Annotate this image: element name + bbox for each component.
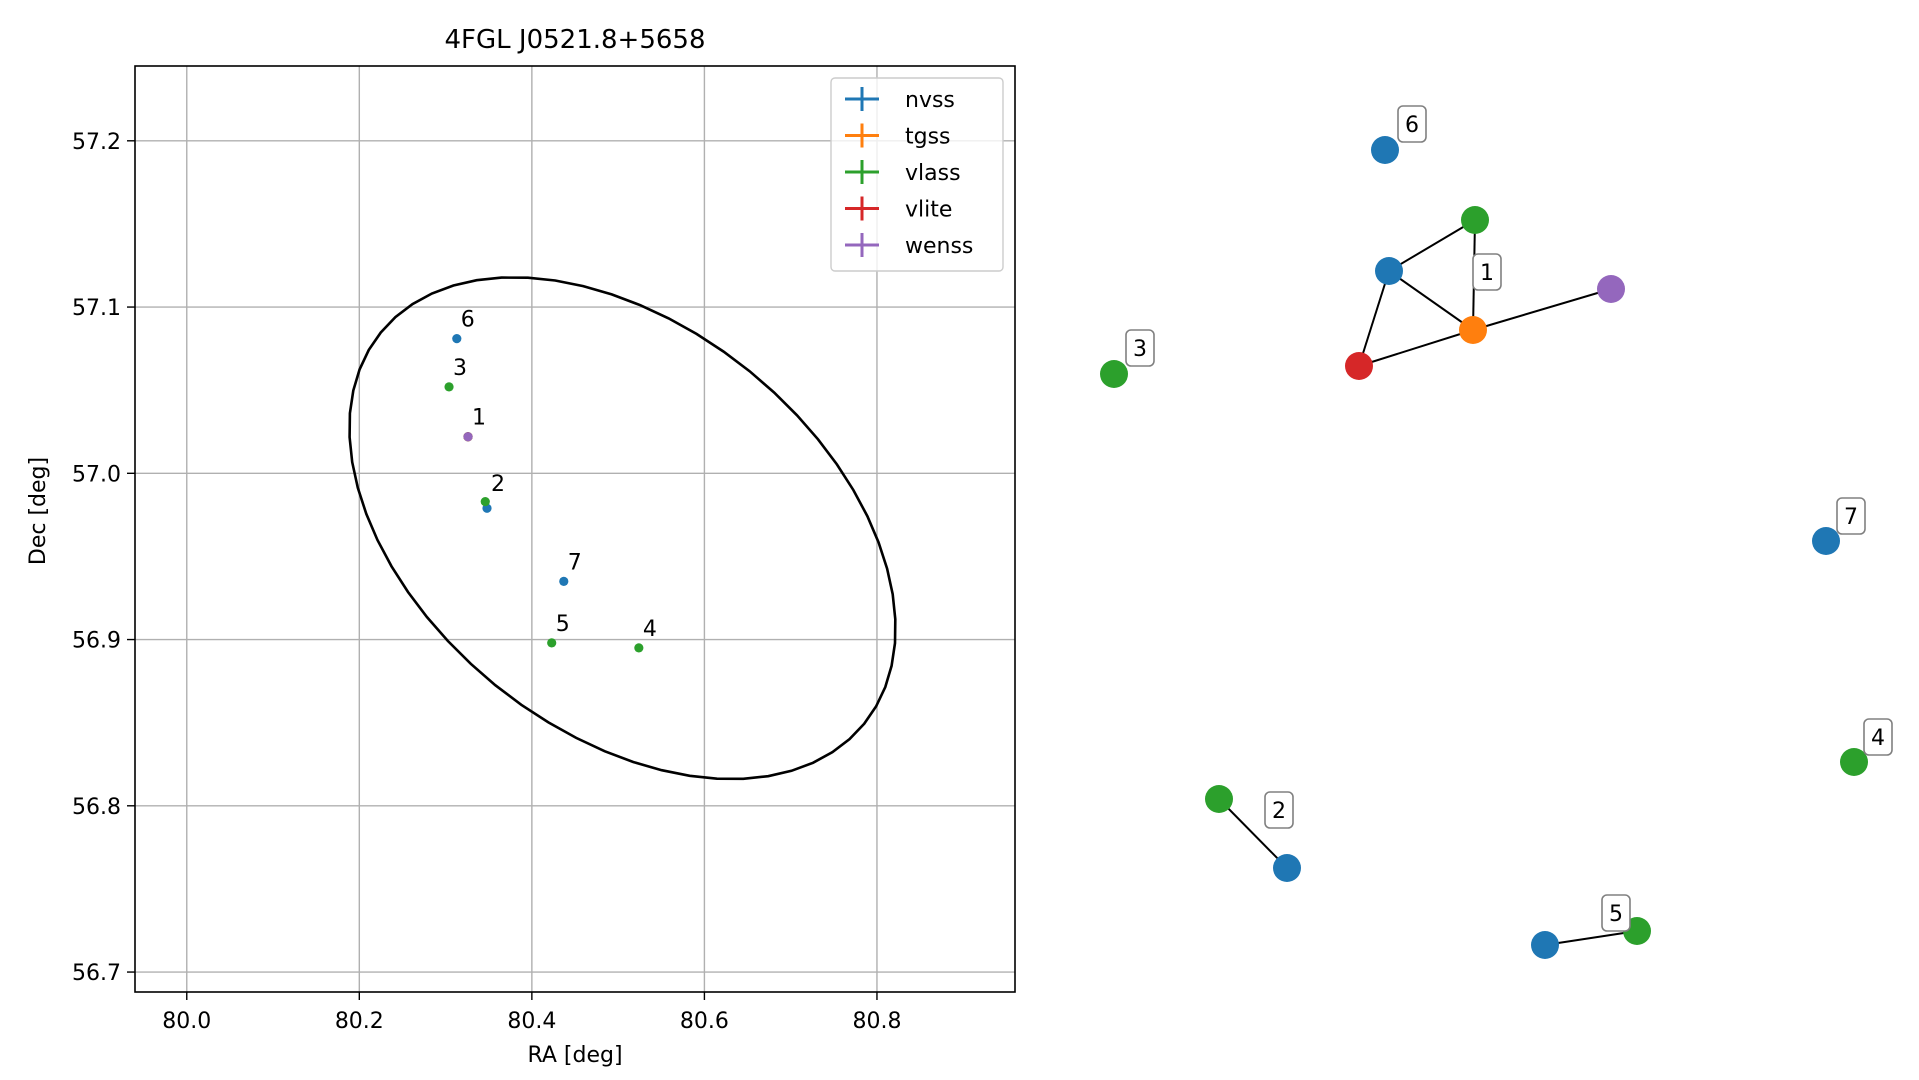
error-ellipse	[348, 276, 897, 781]
network-edge	[1544, 930, 1638, 946]
network-label-box: 6	[1397, 105, 1427, 143]
network-node	[1840, 748, 1868, 776]
scatter-panel: 4FGL J0521.8+5658 80.0 80.2 80.4 80.6 80.8 5…	[26, 25, 1016, 1068]
data-points	[444, 334, 644, 653]
network-label: 7	[1844, 505, 1858, 530]
point-vlass	[444, 382, 454, 392]
legend-label: nvss	[905, 88, 955, 113]
annotation-label: 2	[491, 472, 505, 497]
x-tick-label: 80.4	[507, 1009, 556, 1034]
y-tick-label: 56.9	[72, 629, 121, 654]
x-tick-label: 80.8	[852, 1009, 901, 1034]
axes-frame	[134, 65, 1016, 993]
network-edge	[1218, 798, 1288, 869]
annotation-label: 3	[453, 356, 467, 381]
network-label-box: 1	[1472, 253, 1502, 291]
y-tick-label: 57.2	[72, 130, 121, 155]
network-node	[1375, 257, 1403, 285]
point-vlass	[634, 643, 644, 653]
annotation-label: 1	[472, 406, 486, 431]
legend-label: vlite	[905, 198, 952, 223]
network-label-box: 5	[1601, 894, 1631, 932]
network-label-box: 2	[1264, 791, 1294, 829]
grid	[135, 66, 1015, 992]
legend-item-tgss: tgss	[845, 123, 951, 150]
network-label: 3	[1133, 337, 1147, 362]
legend-box	[830, 77, 1004, 272]
legend: nvss tgss vlass vlite wenss	[830, 77, 1004, 272]
legend-label: vlass	[905, 161, 961, 186]
network-edge	[1358, 329, 1474, 367]
label-box-frame	[1397, 105, 1427, 143]
network-edge	[1358, 270, 1390, 367]
network-node	[1345, 352, 1373, 380]
point-nvss	[559, 576, 569, 586]
source-annotations: 6 31 2 7 5 4	[453, 308, 657, 642]
annotation-label: 5	[556, 612, 570, 637]
point-vlass	[480, 496, 490, 507]
point-wenss	[463, 432, 473, 442]
y-axis-ticks: 56.7 56.8 56.9 57.0 57.1 57.2	[72, 130, 135, 986]
network-label: 1	[1480, 261, 1494, 286]
network-node	[1273, 854, 1301, 882]
network-edge	[1388, 219, 1476, 272]
x-tick-label: 80.2	[335, 1009, 384, 1034]
network-label: 4	[1871, 726, 1885, 751]
network-edge	[1472, 288, 1612, 331]
network-edges	[1218, 219, 1638, 946]
x-axis-label: RA [deg]	[527, 1043, 622, 1068]
label-box-frame	[1836, 497, 1866, 535]
label-box-frame	[1863, 718, 1893, 756]
legend-item-nvss: nvss	[845, 87, 955, 113]
label-box-frame	[1125, 329, 1155, 367]
legend-item-vlite: vlite	[845, 196, 952, 223]
annotation-label: 6	[461, 308, 475, 333]
network-panel: 6 1 3 7 4 2 5	[1100, 105, 1893, 959]
network-labels: 6 1 3 7 4 2 5	[1125, 105, 1893, 932]
chart-title: 4FGL J0521.8+5658	[445, 25, 706, 55]
label-box-frame	[1472, 253, 1502, 291]
network-node	[1597, 275, 1625, 303]
y-tick-label: 57.1	[72, 296, 121, 321]
network-label: 5	[1609, 902, 1623, 927]
x-tick-label: 80.6	[680, 1009, 729, 1034]
network-label-box: 7	[1836, 497, 1866, 535]
network-label: 2	[1272, 799, 1286, 824]
legend-item-wenss: wenss	[845, 233, 973, 259]
label-box-frame	[1601, 894, 1631, 932]
x-tick-label: 80.0	[162, 1009, 211, 1034]
point-vlass	[547, 638, 557, 648]
network-label: 6	[1405, 113, 1419, 138]
annotation-label: 7	[568, 550, 582, 575]
y-axis-label: Dec [deg]	[26, 457, 51, 565]
annotation-label: 4	[643, 617, 657, 642]
network-node	[1100, 360, 1128, 388]
network-node	[1461, 206, 1489, 234]
legend-label: tgss	[905, 125, 951, 150]
y-tick-label: 56.7	[72, 961, 121, 986]
legend-label: wenss	[905, 234, 973, 259]
y-tick-label: 57.0	[72, 462, 121, 487]
network-label-box: 4	[1863, 718, 1893, 756]
network-node	[1459, 316, 1487, 344]
network-label-box: 3	[1125, 329, 1155, 367]
network-node	[1205, 785, 1233, 813]
legend-item-vlass: vlass	[845, 160, 961, 186]
network-nodes	[1100, 136, 1868, 959]
point-nvss	[452, 334, 462, 344]
x-axis-ticks: 80.0 80.2 80.4 80.6 80.8	[162, 992, 901, 1034]
y-tick-label: 56.8	[72, 795, 121, 820]
network-edge	[1388, 270, 1474, 331]
label-box-frame	[1264, 791, 1294, 829]
network-node	[1371, 136, 1399, 164]
network-node	[1531, 931, 1559, 959]
network-node	[1812, 527, 1840, 555]
